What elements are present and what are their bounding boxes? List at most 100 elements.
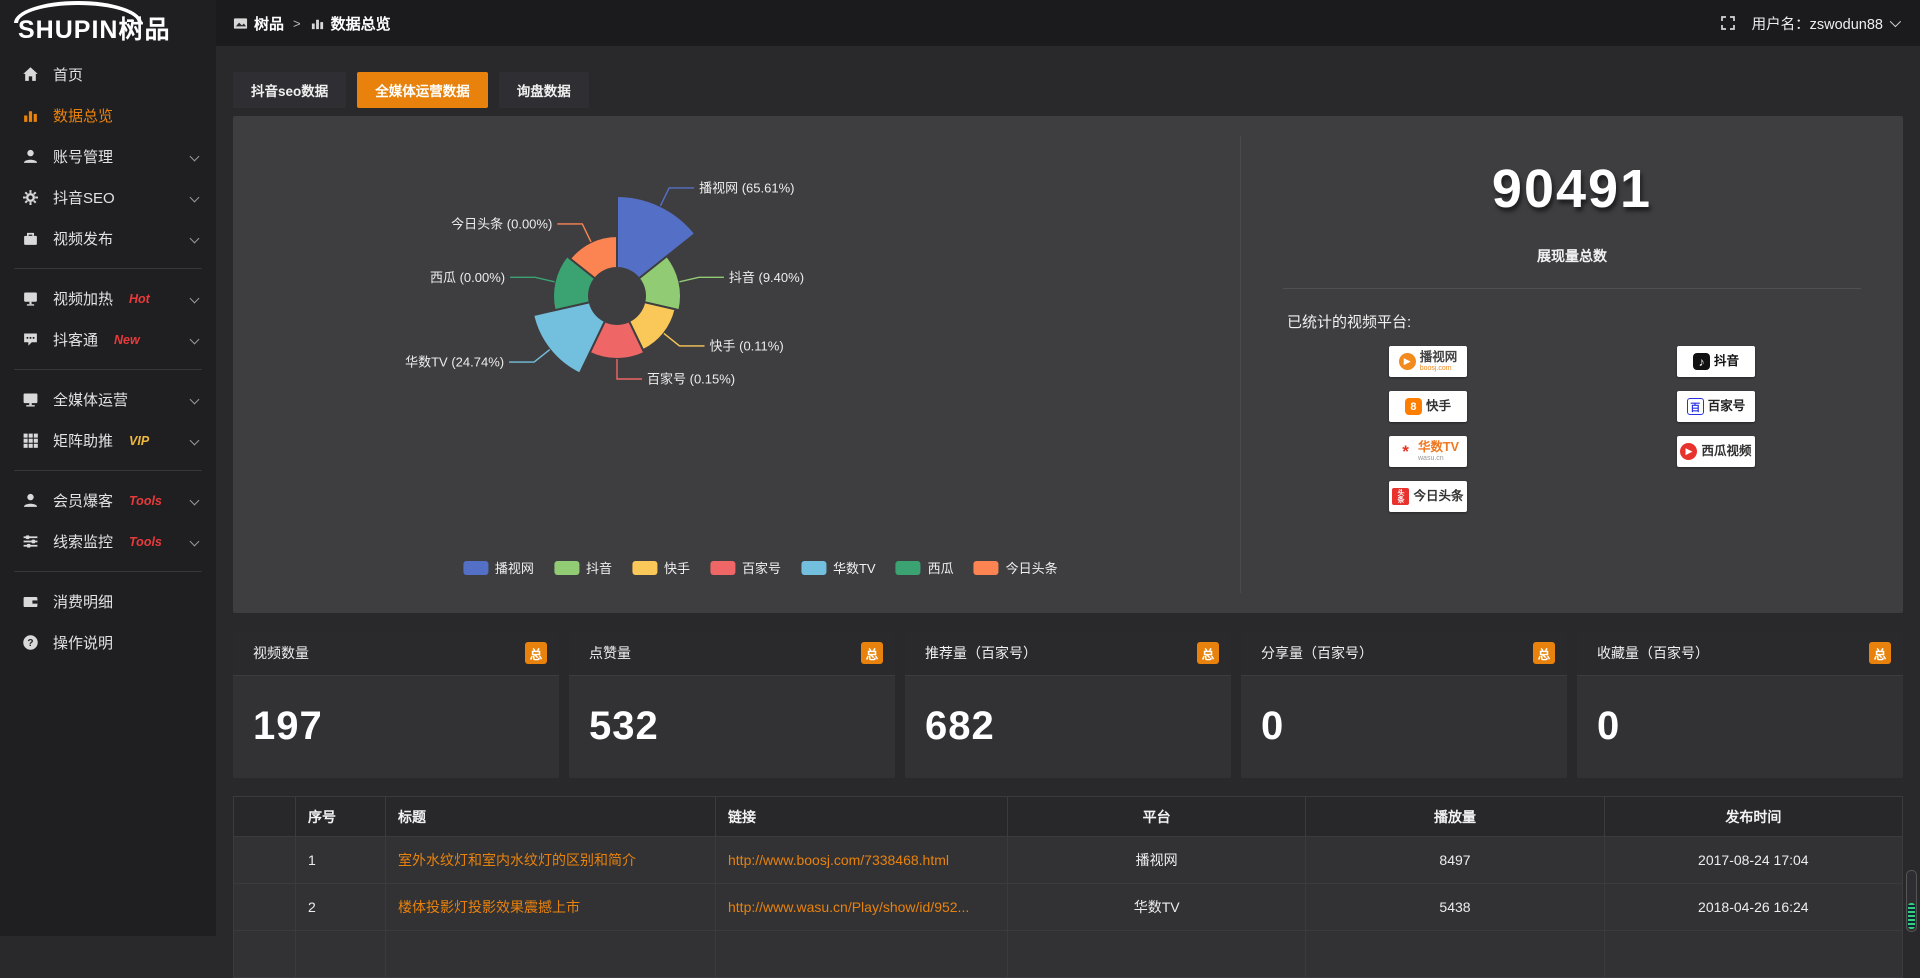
sidebar-item-8[interactable]: 矩阵助推 VIP [0,420,216,461]
sidebar-item-1[interactable]: 数据总览 [0,95,216,136]
sidebar-item-label: 抖客通 [53,329,98,350]
tab-0[interactable]: 抖音seo数据 [233,72,346,108]
legend-item-4[interactable]: 华数TV [801,558,876,577]
sidebar-item-badge: VIP [129,434,149,448]
sidebar-item-label: 消费明细 [53,591,113,612]
legend-item-1[interactable]: 抖音 [554,558,612,577]
pie-label-line [617,359,642,379]
legend-label: 抖音 [586,558,612,577]
sidebar-item-badge: Tools [129,494,162,508]
toutiao-icon: 头条 [1392,488,1409,505]
sidebar-item-label: 首页 [53,64,83,85]
fullscreen-icon[interactable] [1720,15,1736,31]
video-title-link[interactable]: 楼体投影灯投影效果震撼上市 [398,897,703,917]
legend-swatch [896,561,921,575]
pie-label-line [510,277,554,282]
sidebar-item-label: 矩阵助推 [53,430,113,451]
cell-platform: 播视网 [1008,837,1306,884]
sidebar-divider [14,369,202,370]
legend-swatch [632,561,657,575]
photo-icon [233,16,248,31]
sidebar-item-0[interactable]: 首页 [0,54,216,95]
platforms-title: 已统计的视频平台: [1287,311,1903,332]
gear-icon [22,189,39,206]
sidebar-item-label: 抖音SEO [53,187,115,208]
sidebar-item-12[interactable]: ?操作说明 [0,622,216,663]
sidebar-item-9[interactable]: 会员爆客 Tools [0,480,216,521]
sidebar-item-label: 账号管理 [53,146,113,167]
username-label: 用户名：zswodun88 [1752,13,1883,34]
sidebar-divider [14,571,202,572]
legend-item-5[interactable]: 西瓜 [896,558,954,577]
platform-badge-1: ♪抖音 [1677,346,1755,377]
sidebar-item-7[interactable]: 全媒体运营 [0,379,216,420]
user-menu[interactable]: 用户名：zswodun88 [1752,13,1898,34]
tab-2[interactable]: 询盘数据 [499,72,589,108]
sidebar-item-3[interactable]: 抖音SEO [0,177,216,218]
select-all-header [234,797,296,837]
member-icon [22,492,39,509]
stat-card-value: 532 [569,676,895,749]
platform-badge-6: 头条今日头条 [1389,481,1467,512]
pie-label: 百家号 (0.15%) [647,372,735,387]
legend-item-3[interactable]: 百家号 [710,558,781,577]
video-url-link[interactable]: http://www.boosj.com/7338468.html [728,852,995,868]
stat-card-value: 0 [1577,676,1903,749]
table-header-2: 链接 [716,797,1008,837]
legend-label: 播视网 [495,558,534,577]
chevron-down-icon [190,152,200,162]
wallet-icon [22,593,39,610]
sliders-icon [22,533,39,550]
chevron-down-icon [190,193,200,203]
screen-icon [22,290,39,307]
table-row: 1 室外水纹灯和室内水纹灯的区别和简介 http://www.boosj.com… [234,837,1903,884]
platform-subtext: wasu.cn [1418,455,1459,462]
legend-item-6[interactable]: 今日头条 [974,558,1058,577]
legend-swatch [801,561,826,575]
pie-label-line [509,350,550,363]
stat-card-value: 0 [1241,676,1567,749]
stat-card-header: 视频数量 总 [233,631,559,676]
stat-card-1: 点赞量 总 532 [569,631,895,778]
chart-icon [22,107,39,124]
platform-name: 百家号 [1708,400,1746,413]
platform-badge-5: ▶西瓜视频 [1677,436,1755,467]
sidebar-item-11[interactable]: 消费明细 [0,581,216,622]
sidebar-item-4[interactable]: 视频发布 [0,218,216,259]
platform-name: 西瓜视频 [1701,445,1751,458]
stat-card-label: 分享量（百家号） [1261,643,1373,663]
table-header-4: 播放量 [1306,797,1604,837]
stat-card-header: 分享量（百家号） 总 [1241,631,1567,676]
total-badge: 总 [861,642,883,664]
video-title-link[interactable]: 室外水纹灯和室内水纹灯的区别和简介 [398,850,703,870]
legend-label: 百家号 [742,558,781,577]
cell-link: http://www.boosj.com/7338468.html [716,837,1008,884]
scrollbar-thumb[interactable] [1906,870,1917,932]
chevron-down-icon [190,234,200,244]
sidebar-item-2[interactable]: 账号管理 [0,136,216,177]
video-url-link[interactable]: http://www.wasu.cn/Play/show/id/952... [728,899,995,915]
legend-item-2[interactable]: 快手 [632,558,690,577]
breadcrumb-root[interactable]: 树品 [233,13,284,34]
legend-item-0[interactable]: 播视网 [463,558,534,577]
tab-1[interactable]: 全媒体运营数据 [357,72,488,108]
sidebar-item-label: 会员爆客 [53,490,113,511]
sidebar-item-label: 视频发布 [53,228,113,249]
overview-panel: 播视网 (65.61%)抖音 (9.40%)快手 (0.11%)百家号 (0.1… [233,116,1903,613]
pie-slice[interactable]: 华数TV (24.74%) [533,302,605,373]
breadcrumb-current[interactable]: 数据总览 [310,13,391,34]
total-impressions-value: 90491 [1241,158,1903,220]
stat-card-label: 推荐量（百家号） [925,643,1037,663]
scroll-stripes-icon [1908,903,1915,929]
cell-title: 楼体投影灯投影效果震撼上市 [386,884,716,931]
row-checkbox-cell [234,884,296,931]
total-badge: 总 [1869,642,1891,664]
data-tabs: 抖音seo数据全媒体运营数据询盘数据 [233,72,1903,108]
stat-card-label: 点赞量 [589,643,631,663]
platform-name: 抖音 [1714,355,1739,368]
